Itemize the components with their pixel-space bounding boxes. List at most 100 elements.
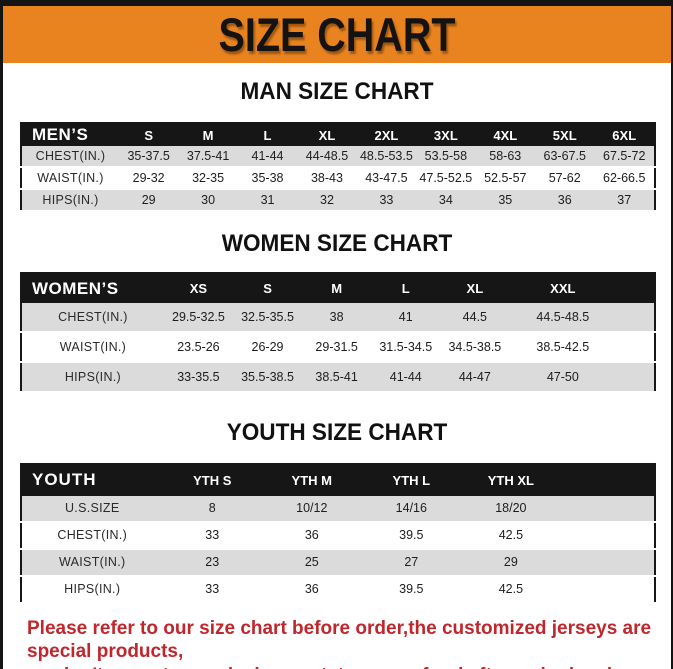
row-label: CHEST(IN.) (21, 521, 163, 550)
size-value: 53.5-58 (416, 146, 476, 169)
size-value: 29-31.5 (302, 332, 372, 364)
size-value: 8 (162, 495, 262, 523)
size-column-header: 6XL (594, 123, 655, 147)
table-row: WAIST(IN.) 23.5-26 26-29 29-31.5 31.5-34.5 34… (21, 332, 655, 364)
size-value: 41-44 (371, 362, 441, 394)
youth-size-table: YOUTH YTH S YTH M YTH L YTH XL U.S.SIZE 8 10/12… (20, 462, 656, 604)
women-section-heading: WOMEN SIZE CHART (221, 230, 453, 258)
size-value: 35-37.5 (118, 146, 179, 169)
size-value: 31 (237, 189, 298, 213)
table-row: HIPS(IN.) 29 30 31 32 33 34 35 36 37 (21, 189, 655, 213)
table-group-label: YOUTH (21, 463, 163, 496)
women-size-table: WOMEN’S XS S M L XL XXL CHEST(IN.) 29.5-32.5 32.5… (20, 272, 656, 394)
banner: SIZE CHART (3, 6, 671, 63)
page-title: SIZE CHART (218, 8, 456, 61)
size-value: 33-35.5 (163, 362, 233, 394)
size-value: 43-47.5 (356, 167, 417, 191)
size-column-header: L (237, 123, 298, 147)
size-column-header: 4XL (475, 123, 535, 147)
size-column-header: 3XL (416, 123, 476, 147)
spacer-cell (560, 548, 655, 577)
size-column-header: M (178, 123, 238, 147)
spacer-cell (560, 575, 655, 604)
size-value: 48.5-53.5 (356, 146, 417, 169)
row-label: HIPS(IN.) (21, 189, 119, 213)
table-row: WAIST(IN.) 23 25 27 29 (21, 548, 655, 577)
size-column-header: XXL (509, 273, 617, 304)
size-value: 34.5-38.5 (440, 332, 510, 364)
table-row: U.S.SIZE 8 10/12 14/16 18/20 (21, 495, 655, 523)
size-value: 27 (361, 548, 462, 577)
size-value: 38-43 (297, 167, 357, 191)
table-row: HIPS(IN.) 33-35.5 35.5-38.5 38.5-41 41-44 44-… (21, 362, 655, 394)
size-value: 44-48.5 (297, 146, 357, 169)
spacer-cell (616, 362, 655, 394)
size-value: 29 (118, 189, 179, 213)
row-label: WAIST(IN.) (21, 167, 119, 191)
row-label: CHEST(IN.) (21, 146, 119, 169)
size-value: 39.5 (361, 521, 462, 550)
size-value: 26-29 (232, 332, 303, 364)
size-column-header: S (118, 123, 179, 147)
size-value: 35-38 (237, 167, 298, 191)
size-value: 10/12 (262, 495, 362, 523)
size-value: 37.5-41 (178, 146, 238, 169)
size-value: 36 (262, 575, 362, 604)
size-value: 44.5-48.5 (509, 303, 617, 334)
youth-section-heading: YOUTH SIZE CHART (226, 419, 448, 447)
size-value: 38.5-41 (302, 362, 372, 394)
size-column-header: S (232, 273, 303, 304)
table-group-label: MEN’S (21, 123, 119, 147)
size-value: 35.5-38.5 (232, 362, 303, 394)
order-warning-line2: we don't accept cancel, change, teturn o… (27, 665, 651, 669)
size-value: 37 (594, 189, 655, 213)
size-column-header: XL (297, 123, 357, 147)
size-value: 32.5-35.5 (232, 303, 303, 334)
spacer-cell (616, 303, 655, 334)
size-column-header: YTH S (162, 463, 262, 496)
size-value: 14/16 (361, 495, 462, 523)
size-value: 41 (371, 303, 441, 334)
size-value: 29.5-32.5 (163, 303, 233, 334)
table-group-label: WOMEN’S (21, 273, 164, 304)
size-value: 63-67.5 (535, 146, 595, 169)
size-column-header: YTH L (361, 463, 462, 496)
size-value: 67.5-72 (594, 146, 655, 169)
row-label: U.S.SIZE (21, 495, 163, 523)
spacer-cell (560, 521, 655, 550)
table-row: CHEST(IN.) 33 36 39.5 42.5 (21, 521, 655, 550)
size-value: 33 (162, 521, 262, 550)
size-value: 52.5-57 (475, 167, 535, 191)
size-value: 41-44 (237, 146, 298, 169)
size-value: 62-66.5 (594, 167, 655, 191)
table-header-row: WOMEN’S XS S M L XL XXL (21, 273, 655, 304)
table-header-row: MEN’S S M L XL 2XL 3XL 4XL 5XL 6XL (21, 123, 655, 147)
size-value: 30 (178, 189, 238, 213)
row-label: WAIST(IN.) (21, 548, 163, 577)
size-value: 36 (262, 521, 362, 550)
size-value: 39.5 (361, 575, 462, 604)
size-column-header: YTH XL (461, 463, 561, 496)
size-value: 32-35 (178, 167, 238, 191)
size-value: 32 (297, 189, 357, 213)
row-label: WAIST(IN.) (21, 332, 164, 364)
row-label: HIPS(IN.) (21, 575, 163, 604)
size-value: 29 (461, 548, 561, 577)
table-row: CHEST(IN.) 29.5-32.5 32.5-35.5 38 41 44.5 44.5… (21, 303, 655, 334)
size-value: 29-32 (118, 167, 179, 191)
size-value: 42.5 (461, 575, 561, 604)
size-column-header: XL (440, 273, 510, 304)
size-column-header: 2XL (356, 123, 417, 147)
men-section-heading: MAN SIZE CHART (240, 78, 434, 105)
order-warning-line1: Please refer to our size chart before or… (27, 617, 652, 663)
size-value: 42.5 (461, 521, 561, 550)
size-value: 33 (162, 575, 262, 604)
size-value: 36 (535, 189, 595, 213)
size-value: 23 (162, 548, 262, 577)
size-value: 58-63 (475, 146, 535, 169)
row-label: CHEST(IN.) (21, 303, 164, 334)
size-value: 44-47 (440, 362, 510, 394)
men-size-table: MEN’S S M L XL 2XL 3XL 4XL 5XL 6XL CHEST(IN.) 35-37… (20, 122, 656, 213)
size-value: 47-50 (509, 362, 617, 394)
